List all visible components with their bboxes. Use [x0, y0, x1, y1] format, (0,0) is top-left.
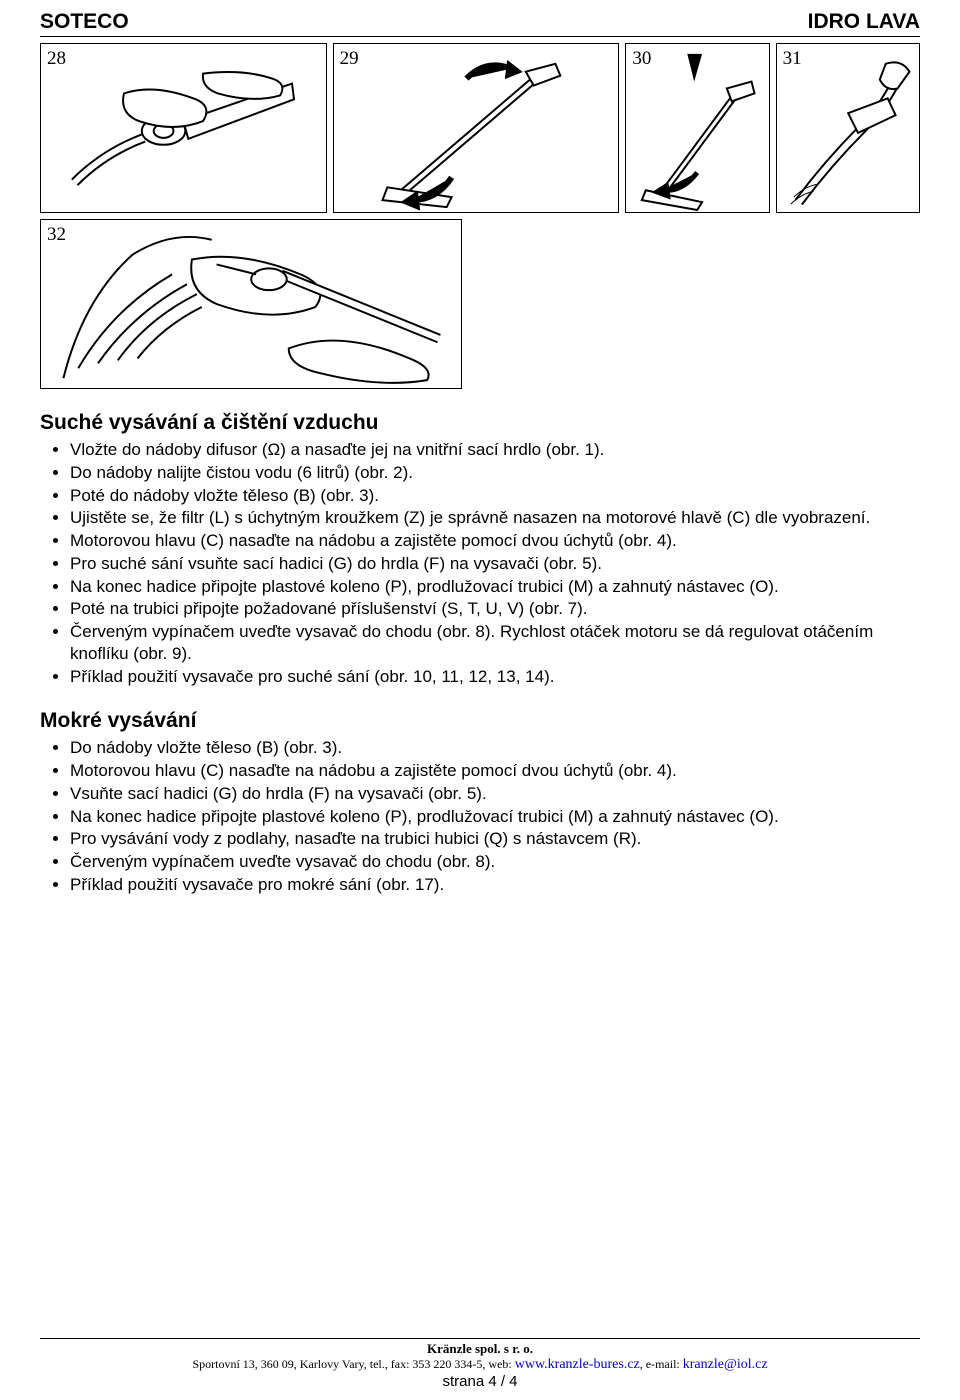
- footer-email-link[interactable]: kranzle@iol.cz: [683, 1357, 768, 1372]
- list-item: Vsuňte sací hadici (G) do hrdla (F) na v…: [70, 783, 920, 805]
- footer-address-text: Sportovní 13, 360 09, Karlovy Vary, tel.…: [192, 1357, 514, 1371]
- footer-email-prefix: , e-mail:: [640, 1357, 683, 1371]
- footer-divider: [40, 1338, 920, 1339]
- list-item: Poté na trubici připojte požadované přís…: [70, 598, 920, 620]
- list-item: Poté do nádoby vložte těleso (B) (obr. 3…: [70, 485, 920, 507]
- footer-address: Sportovní 13, 360 09, Karlovy Vary, tel.…: [40, 1357, 920, 1373]
- section-1-list: Vložte do nádoby difusor (Ω) a nasaďte j…: [40, 439, 920, 687]
- footer-web-link[interactable]: www.kranzle-bures.cz: [515, 1357, 640, 1372]
- figure-row-1: 28 29: [40, 43, 920, 213]
- list-item: Příklad použití vysavače pro suché sání …: [70, 666, 920, 688]
- vacuum-connector-icon: [41, 44, 326, 212]
- list-item: Motorovou hlavu (C) nasaďte na nádobu a …: [70, 760, 920, 782]
- list-item: Pro vysávání vody z podlahy, nasaďte na …: [70, 828, 920, 850]
- figure-29: 29: [333, 43, 620, 213]
- upholstery-tool-icon: [777, 44, 919, 212]
- page-header: SOTECO IDRO LAVA: [40, 0, 920, 37]
- list-item: Ujistěte se, že filtr (L) s úchytným kro…: [70, 507, 920, 529]
- list-item: Do nádoby vložte těleso (B) (obr. 3).: [70, 737, 920, 759]
- list-item: Vložte do nádoby difusor (Ω) a nasaďte j…: [70, 439, 920, 461]
- page-footer: Kränzle spol. s r. o. Sportovní 13, 360 …: [40, 1338, 920, 1390]
- figure-30: 30: [625, 43, 769, 213]
- list-item: Na konec hadice připojte plastové koleno…: [70, 576, 920, 598]
- figure-row-2: 32: [40, 219, 920, 389]
- footer-company: Kränzle spol. s r. o.: [40, 1341, 920, 1357]
- list-item: Červeným vypínačem uveďte vysavač do cho…: [70, 851, 920, 873]
- header-right: IDRO LAVA: [808, 10, 920, 34]
- list-item: Do nádoby nalijte čistou vodu (6 litrů) …: [70, 462, 920, 484]
- header-left: SOTECO: [40, 10, 129, 34]
- vacuum-wand-rotate-icon: [334, 44, 619, 212]
- vacuum-head-attach-icon: [626, 44, 768, 212]
- figure-28: 28: [40, 43, 327, 213]
- section-1-title: Suché vysávání a čištění vzduchu: [40, 411, 920, 435]
- footer-page-number: strana 4 / 4: [40, 1373, 920, 1390]
- figure-32: 32: [40, 219, 462, 389]
- list-item: Na konec hadice připojte plastové koleno…: [70, 806, 920, 828]
- list-item: Pro suché sání vsuňte sací hadici (G) do…: [70, 553, 920, 575]
- list-item: Příklad použití vysavače pro mokré sání …: [70, 874, 920, 896]
- list-item: Červeným vypínačem uveďte vysavač do cho…: [70, 621, 920, 665]
- figure-31: 31: [776, 43, 920, 213]
- section-2-title: Mokré vysávání: [40, 709, 920, 733]
- section-2-list: Do nádoby vložte těleso (B) (obr. 3). Mo…: [40, 737, 920, 895]
- list-item: Motorovou hlavu (C) nasaďte na nádobu a …: [70, 530, 920, 552]
- car-seat-cleaning-icon: [41, 220, 461, 388]
